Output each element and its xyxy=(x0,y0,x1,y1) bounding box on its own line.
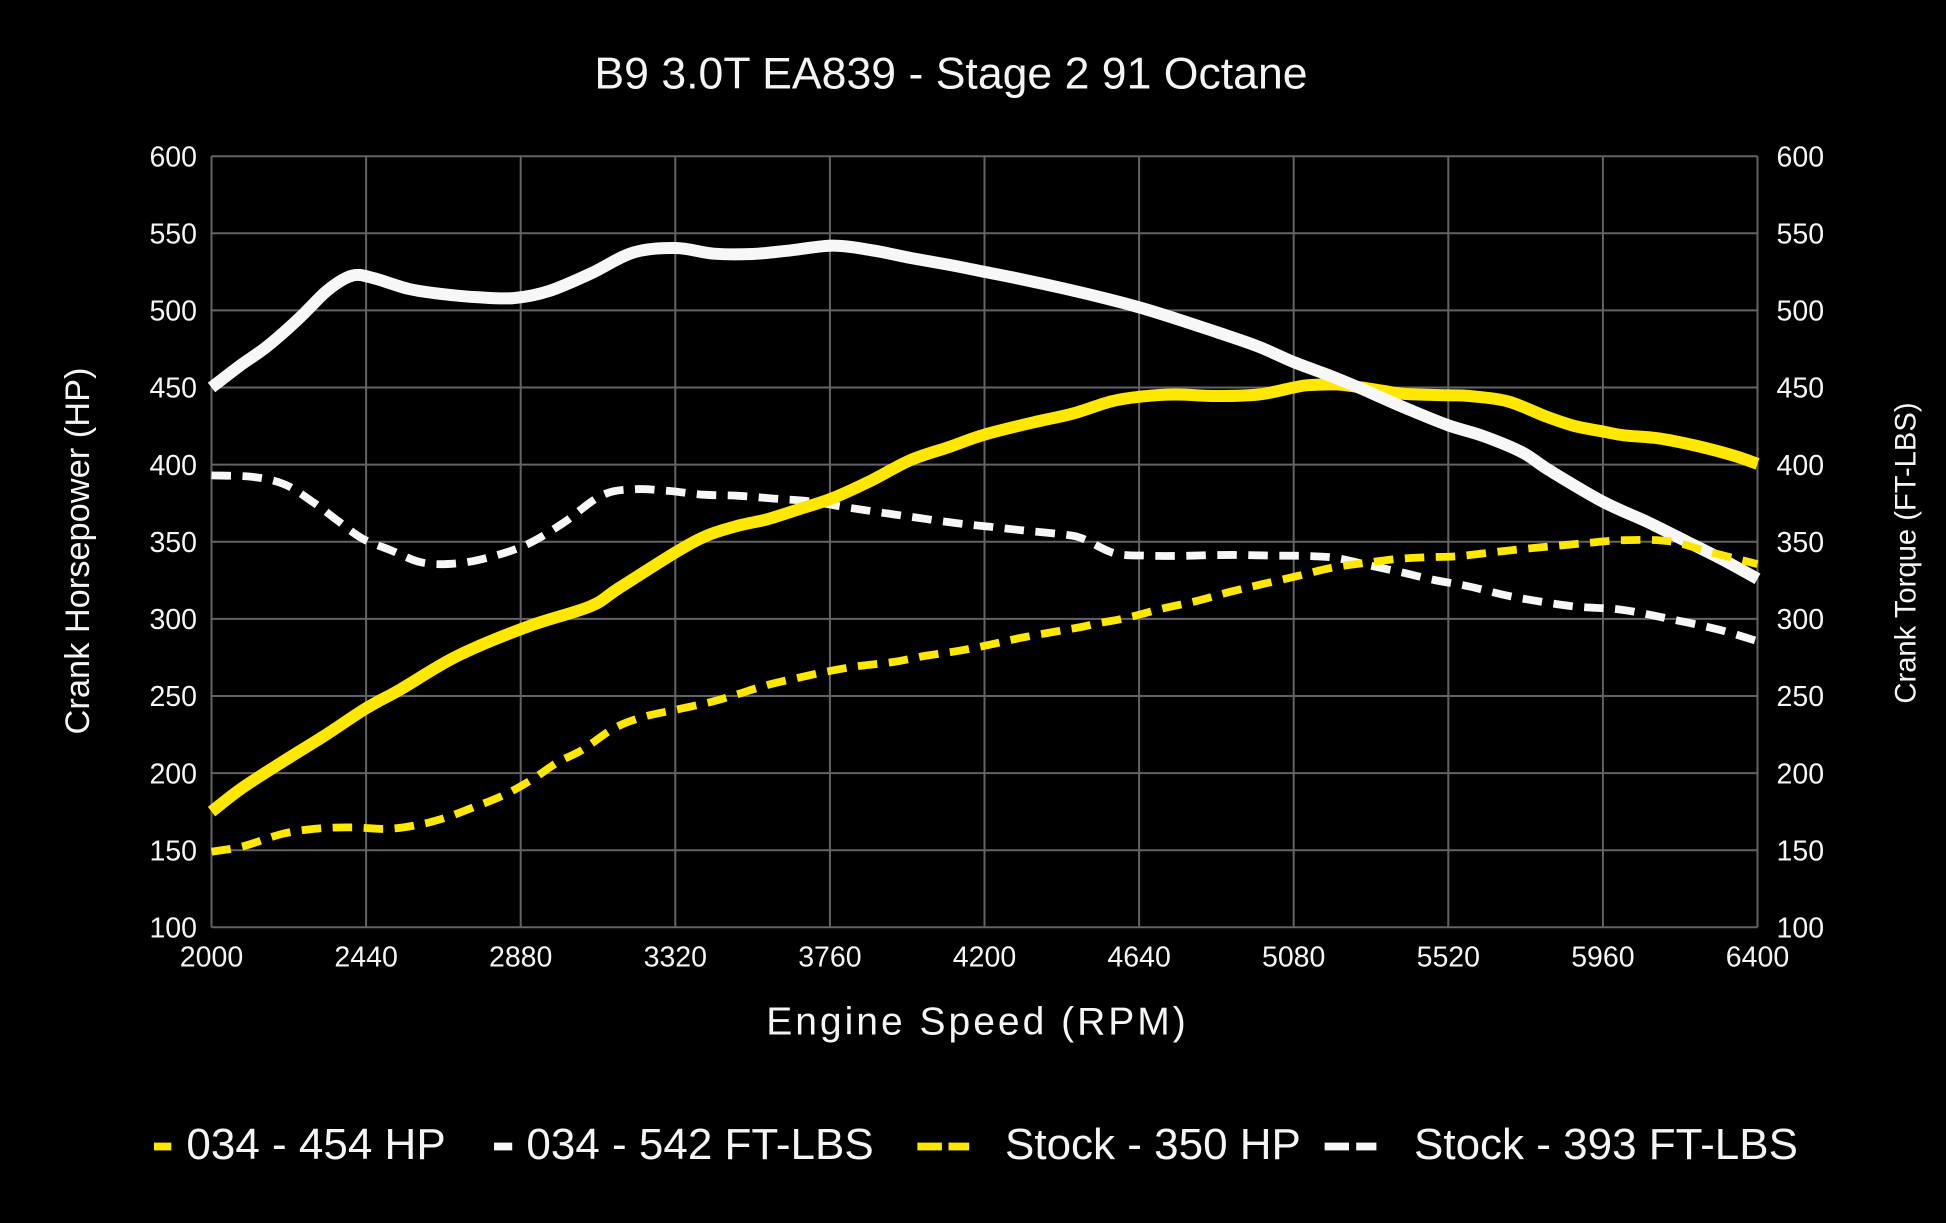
svg-text:3760: 3760 xyxy=(798,942,861,974)
svg-text:5520: 5520 xyxy=(1417,942,1480,974)
svg-text:100: 100 xyxy=(1777,913,1825,945)
svg-text:550: 550 xyxy=(1777,219,1825,251)
svg-text:550: 550 xyxy=(149,219,197,251)
svg-text:4200: 4200 xyxy=(953,942,1016,974)
svg-text:400: 400 xyxy=(1777,450,1825,482)
svg-text:4640: 4640 xyxy=(1107,942,1170,974)
svg-text:150: 150 xyxy=(149,835,197,867)
svg-text:2880: 2880 xyxy=(489,942,552,974)
svg-text:034 - 454 HP: 034 - 454 HP xyxy=(186,1120,445,1169)
svg-text:Engine Speed (RPM): Engine Speed (RPM) xyxy=(766,1001,1189,1044)
svg-text:200: 200 xyxy=(149,758,197,790)
svg-text:100: 100 xyxy=(149,913,197,945)
svg-text:450: 450 xyxy=(1777,373,1825,405)
svg-text:400: 400 xyxy=(149,450,197,482)
svg-text:2000: 2000 xyxy=(180,942,243,974)
svg-text:Crank Torque (FT-LBS): Crank Torque (FT-LBS) xyxy=(1891,402,1923,703)
svg-text:2440: 2440 xyxy=(334,942,397,974)
svg-text:3320: 3320 xyxy=(644,942,707,974)
svg-text:150: 150 xyxy=(1777,835,1825,867)
svg-text:5960: 5960 xyxy=(1571,942,1634,974)
svg-text:350: 350 xyxy=(1777,527,1825,559)
svg-text:Stock - 393 FT-LBS: Stock - 393 FT-LBS xyxy=(1414,1120,1798,1169)
svg-text:Crank Horsepower (HP): Crank Horsepower (HP) xyxy=(59,368,97,735)
svg-text:600: 600 xyxy=(149,141,197,173)
svg-text:250: 250 xyxy=(1777,681,1825,713)
svg-text:300: 300 xyxy=(149,604,197,636)
svg-text:250: 250 xyxy=(149,681,197,713)
svg-text:034 - 542 FT-LBS: 034 - 542 FT-LBS xyxy=(526,1120,873,1169)
svg-text:500: 500 xyxy=(149,296,197,328)
svg-text:B9 3.0T EA839 - Stage 2 91 Oct: B9 3.0T EA839 - Stage 2 91 Octane xyxy=(594,50,1307,99)
svg-text:5080: 5080 xyxy=(1262,942,1325,974)
svg-text:200: 200 xyxy=(1777,758,1825,790)
svg-text:6400: 6400 xyxy=(1726,942,1789,974)
svg-text:500: 500 xyxy=(1777,296,1825,328)
svg-text:350: 350 xyxy=(149,527,197,559)
svg-text:300: 300 xyxy=(1777,604,1825,636)
svg-text:600: 600 xyxy=(1777,141,1825,173)
svg-text:Stock - 350 HP: Stock - 350 HP xyxy=(1005,1120,1301,1169)
svg-text:450: 450 xyxy=(149,373,197,405)
